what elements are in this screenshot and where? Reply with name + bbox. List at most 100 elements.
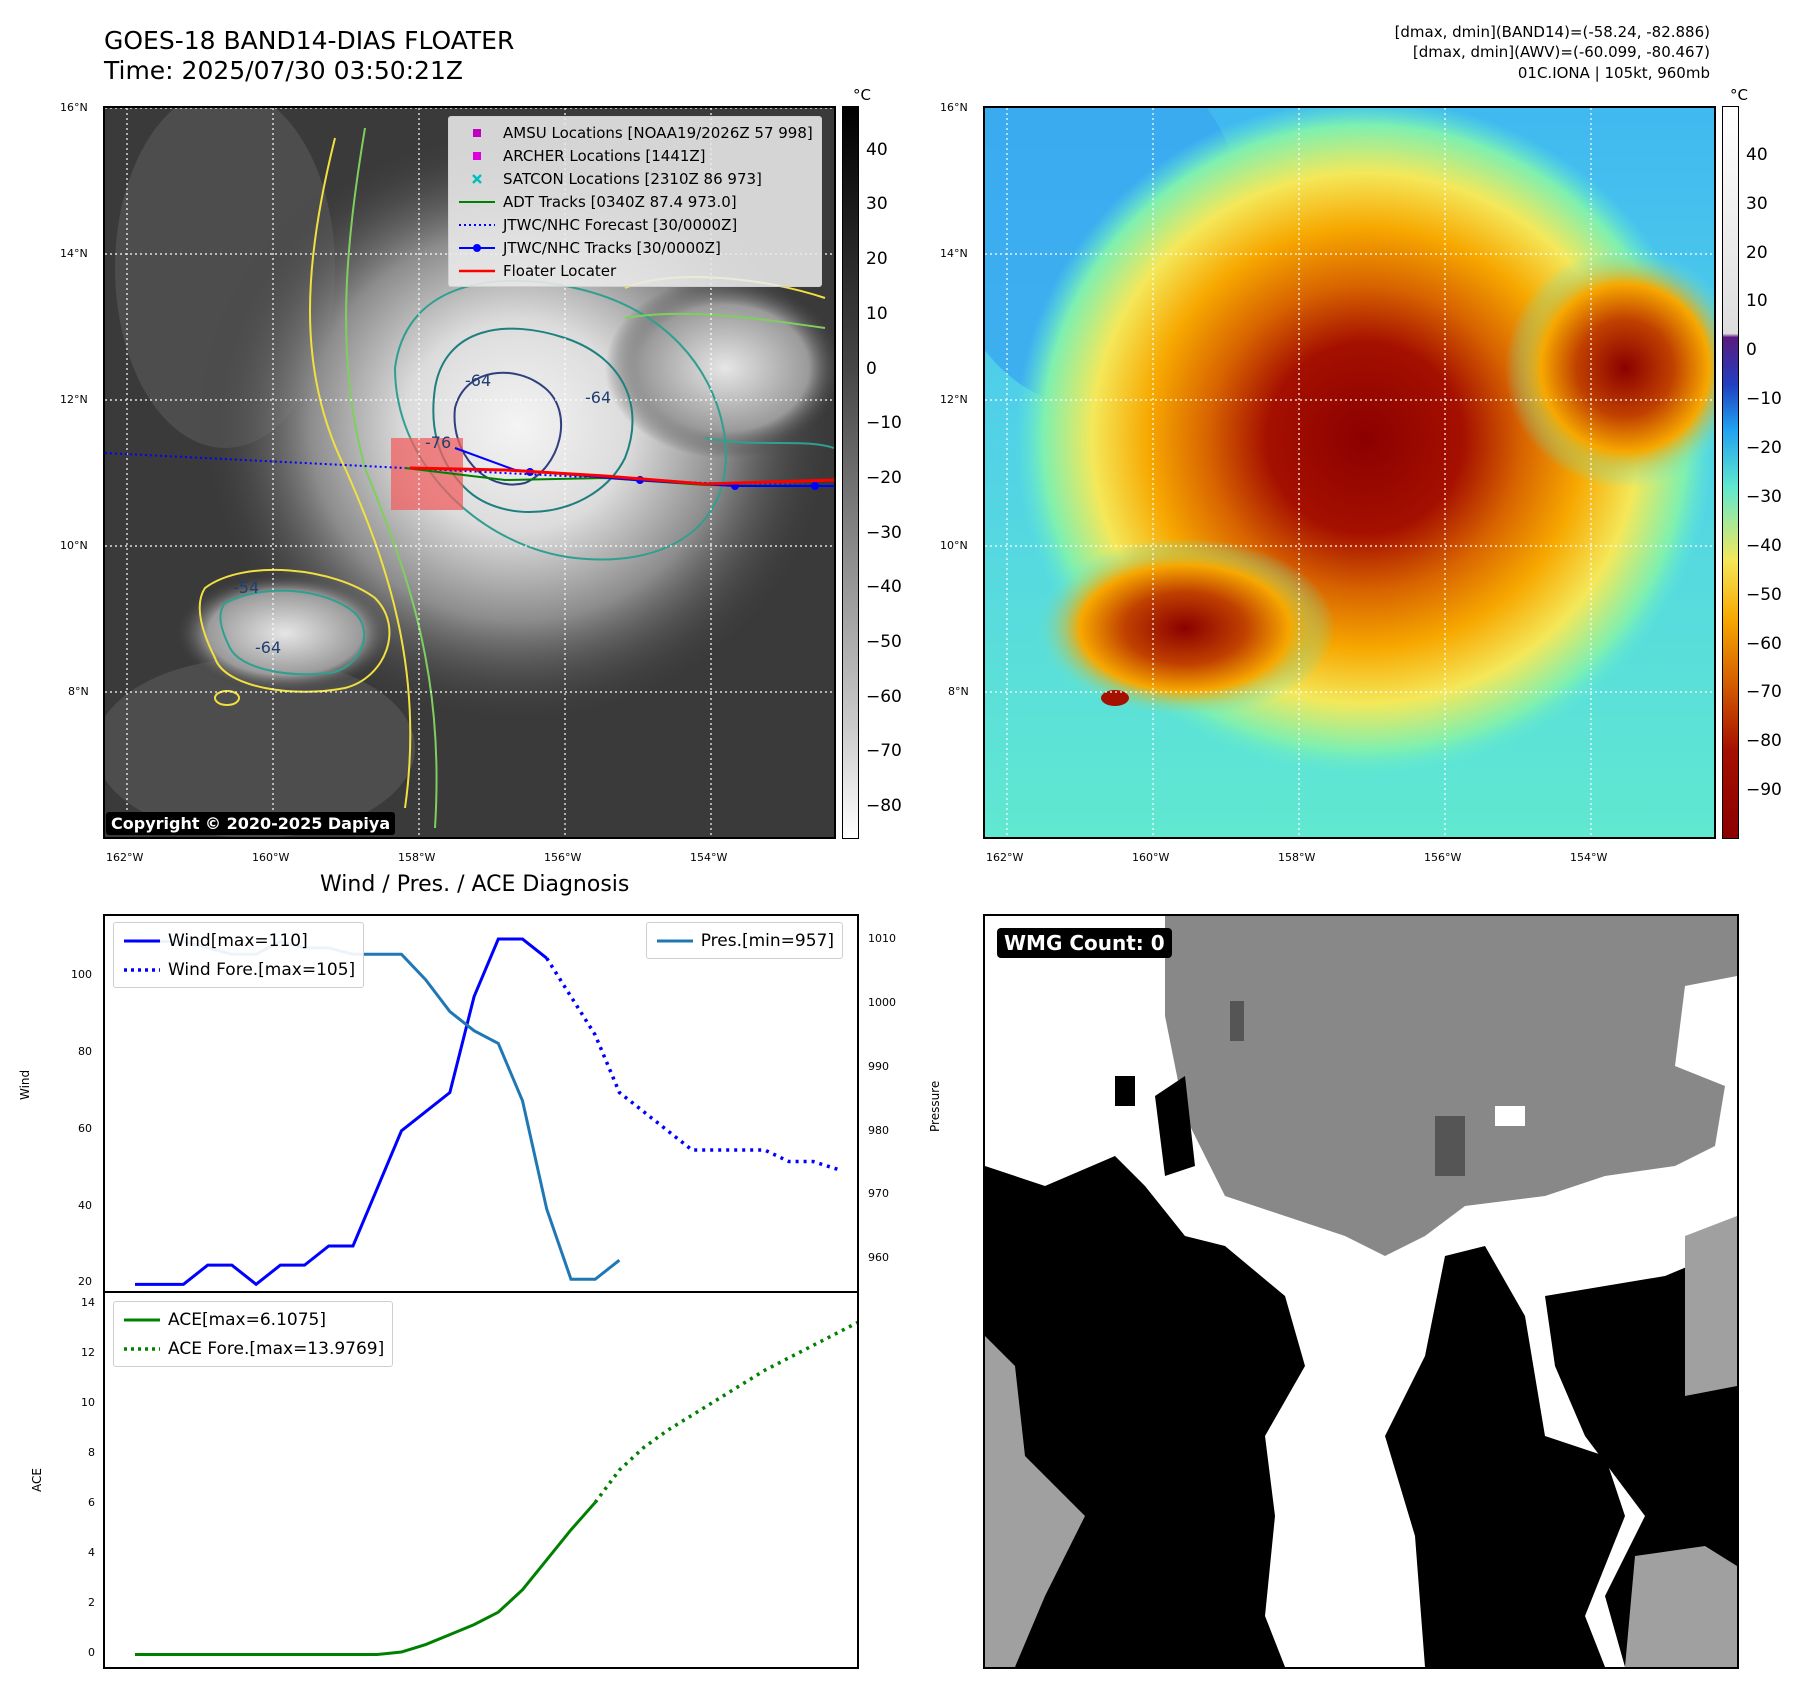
ace-tick: 10 xyxy=(81,1396,95,1410)
legend-amsu: AMSU Locations [NOAA19/2026Z 57 998] xyxy=(457,121,813,144)
cb-right-tick: −80 xyxy=(1746,731,1782,752)
legend-ace-fore: ACE Fore.[max=13.9769] xyxy=(124,1338,385,1359)
wind-line xyxy=(135,937,548,1287)
cb-right-tick: −10 xyxy=(1746,389,1782,410)
rlat-label-14: 14°N xyxy=(940,247,968,260)
ace-axis-label: ACE xyxy=(30,1468,44,1492)
cb-left-tick: 20 xyxy=(866,249,888,270)
cb-right-tick: −70 xyxy=(1746,682,1782,703)
wind-tick: 40 xyxy=(78,1198,92,1212)
best-track xyxy=(454,447,834,487)
cb-left-tick: −50 xyxy=(866,632,902,653)
wmg-count-label: WMG Count: 0 xyxy=(997,928,1172,958)
ace-line xyxy=(135,1501,597,1657)
cb-right-tick: −40 xyxy=(1746,535,1782,556)
cb-left-tick: −20 xyxy=(866,467,902,488)
legend-pres: Pres.[min=957] xyxy=(656,930,834,951)
cb-left-tick: −40 xyxy=(866,577,902,598)
wind-tick: 80 xyxy=(78,1045,92,1059)
cb-right-tick: 0 xyxy=(1746,340,1757,361)
wind-forecast-line xyxy=(545,957,838,1171)
wind-pres-chart: Wind[max=110] Wind Fore.[max=105] Pres.[… xyxy=(103,914,859,1292)
ace-tick: 4 xyxy=(88,1545,95,1559)
colorbar-gray-unit: °C xyxy=(853,86,871,104)
lat-label-8: 8°N xyxy=(68,685,89,698)
enhanced-gridlines xyxy=(985,108,1714,837)
rlon-label-158: 158°W xyxy=(1278,851,1316,864)
pres-tick: 980 xyxy=(868,1123,889,1137)
legend-archer: ARCHER Locations [1441Z] xyxy=(457,144,813,167)
copyright-label: Copyright © 2020-2025 Dapiya xyxy=(106,812,396,835)
rlon-label-162: 162°W xyxy=(986,851,1024,864)
contour-label-3: -64 xyxy=(585,388,611,407)
rlat-label-12: 12°N xyxy=(940,393,968,406)
wind-legend: Wind[max=110] Wind Fore.[max=105] xyxy=(113,922,365,988)
ace-tick: 2 xyxy=(88,1595,95,1609)
ace-svg xyxy=(135,1320,857,1657)
pres-tick: 970 xyxy=(868,1187,889,1201)
ace-tick: 12 xyxy=(81,1346,95,1360)
cb-right-tick: −30 xyxy=(1746,486,1782,507)
wind-tick: 20 xyxy=(78,1275,92,1289)
colorbar-enhanced-unit: °C xyxy=(1730,86,1748,104)
figure-title-line2: Time: 2025/07/30 03:50:21Z xyxy=(104,56,463,85)
legend-adt: ADT Tracks [0340Z 87.4 973.0] xyxy=(459,192,737,211)
lon-label-160: 160°W xyxy=(252,851,290,864)
cb-left-tick: −70 xyxy=(866,741,902,762)
colorbar-gray xyxy=(842,106,859,839)
legend-floater: Floater Locater xyxy=(459,261,617,280)
lon-label-162: 162°W xyxy=(106,851,144,864)
ace-legend: ACE[max=6.1075] ACE Fore.[max=13.9769] xyxy=(113,1301,394,1367)
enhanced-ir-panel xyxy=(983,106,1716,839)
wind-tick: 100 xyxy=(71,968,92,982)
cb-right-tick: −90 xyxy=(1746,780,1782,801)
contour-label-5: -64 xyxy=(255,638,281,657)
rlon-label-160: 160°W xyxy=(1132,851,1170,864)
legend-wind-fore: Wind Fore.[max=105] xyxy=(124,959,356,980)
pres-tick: 1010 xyxy=(868,932,896,946)
ir-map-svg: -64 -76 -64 -54 -64 xyxy=(105,108,834,837)
ace-forecast-line xyxy=(593,1320,857,1504)
ace-chart: ACE[max=6.1075] ACE Fore.[max=13.9769] xyxy=(103,1291,859,1669)
legend-tracks: JTWC/NHC Tracks [30/0000Z] xyxy=(457,236,813,259)
cb-left-tick: 10 xyxy=(866,303,888,324)
cb-right-tick: 40 xyxy=(1746,144,1768,165)
pres-legend: Pres.[min=957] xyxy=(645,922,843,959)
cb-right-tick: 10 xyxy=(1746,291,1768,312)
lon-label-156: 156°W xyxy=(544,851,582,864)
figure-title-line1: GOES-18 BAND14-DIAS FLOATER xyxy=(104,26,515,55)
lat-label-10: 10°N xyxy=(60,539,88,552)
ir-map-panel: -64 -76 -64 -54 -64 AMSU Locations [NOAA… xyxy=(103,106,836,839)
cb-left-tick: 0 xyxy=(866,358,877,379)
ace-tick: 8 xyxy=(88,1446,95,1460)
pressure-line xyxy=(135,939,621,1281)
forecast-track xyxy=(105,452,834,487)
cb-left-tick: −10 xyxy=(866,413,902,434)
lat-label-12: 12°N xyxy=(60,393,88,406)
wmg-panel: WMG Count: 0 xyxy=(983,914,1739,1669)
ace-tick: 6 xyxy=(88,1495,95,1509)
pres-tick: 990 xyxy=(868,1059,889,1073)
rlat-label-16: 16°N xyxy=(940,101,968,114)
rlat-label-8: 8°N xyxy=(948,685,969,698)
pres-axis-label: Pressure xyxy=(928,1080,942,1132)
cb-right-tick: 30 xyxy=(1746,193,1768,214)
legend-forecast: JTWC/NHC Forecast [30/0000Z] xyxy=(459,215,738,234)
rlon-label-156: 156°W xyxy=(1424,851,1462,864)
pres-tick: 1000 xyxy=(868,996,896,1010)
diag-title: Wind / Pres. / ACE Diagnosis xyxy=(320,872,630,897)
legend-satcon: SATCON Locations [2310Z 86 973] xyxy=(457,167,813,190)
contour-label-1: -64 xyxy=(465,371,491,390)
cb-left-tick: 40 xyxy=(866,139,888,160)
wmg-svg xyxy=(985,916,1737,1667)
cb-right-tick: −50 xyxy=(1746,584,1782,605)
lat-label-16: 16°N xyxy=(60,101,88,114)
cb-left-tick: −30 xyxy=(866,522,902,543)
cb-right-tick: 20 xyxy=(1746,242,1768,263)
legend-wind: Wind[max=110] xyxy=(124,930,308,951)
info-line2: [dmax, dmin](AWV)=(-60.099, -80.467) xyxy=(1412,43,1710,61)
ace-tick: 14 xyxy=(81,1296,95,1310)
cb-left-tick: 30 xyxy=(866,194,888,215)
contour-label-4: -54 xyxy=(233,578,259,597)
enhanced-ir-svg xyxy=(985,108,1714,837)
